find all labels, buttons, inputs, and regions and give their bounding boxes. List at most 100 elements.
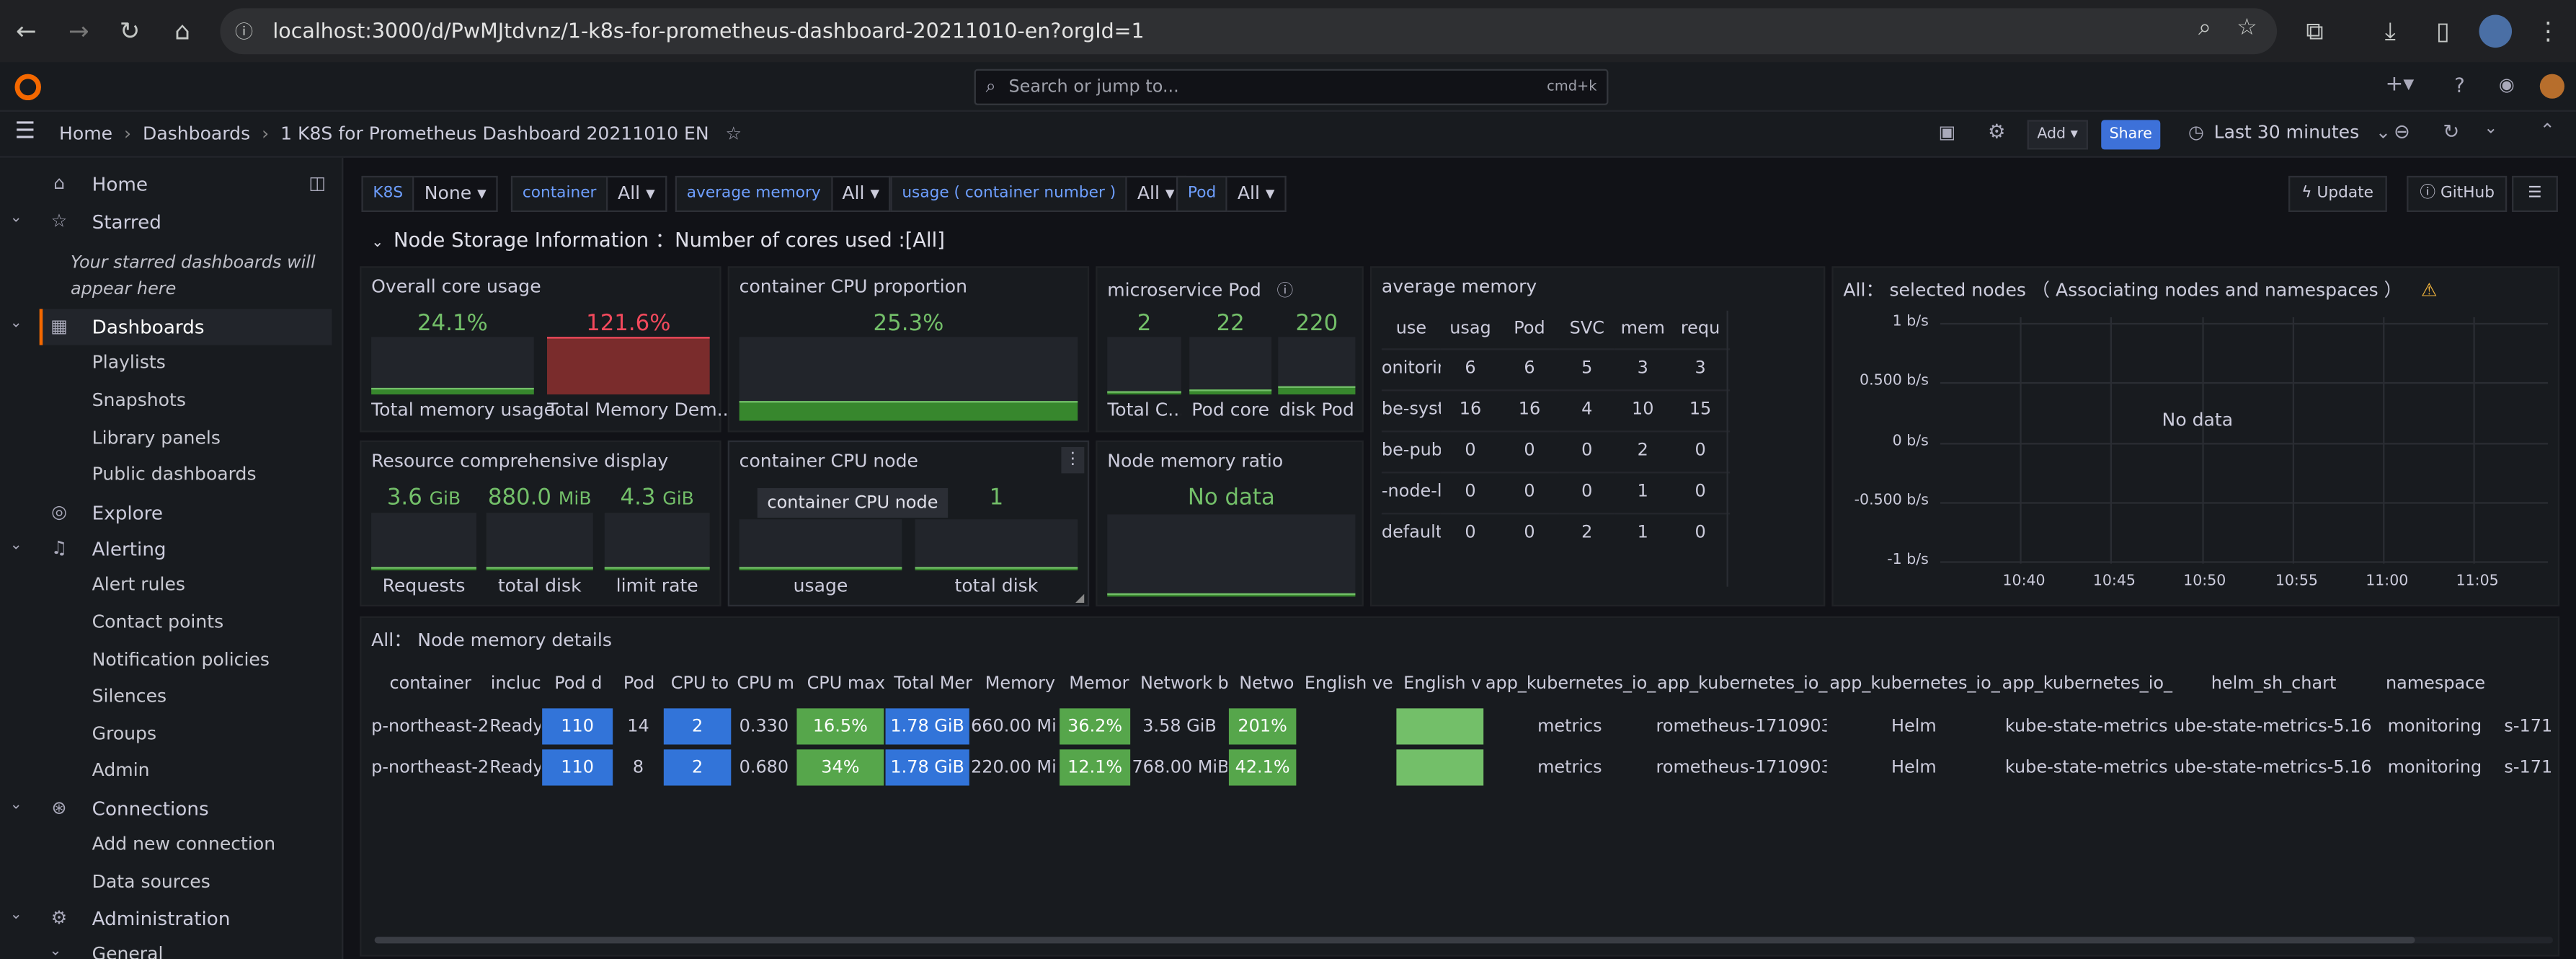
user-avatar[interactable] [2539,74,2564,99]
breadcrumb-dashboards[interactable]: Dashboards [143,123,251,145]
table-header[interactable]: Memor [1069,673,1129,694]
table-header[interactable]: Total Mer [894,673,972,694]
share-button[interactable]: Share [2101,120,2161,150]
sidebar-item-library-panels[interactable]: Library panels [92,427,221,449]
panel-selected-nodes[interactable]: All： selected nodes （ Associating nodes … [1831,266,2560,607]
sidebar-item-contact-points[interactable]: Contact points [92,611,224,633]
table-header[interactable]: Pod [1514,319,1545,339]
reload-icon[interactable]: ↻ [119,16,141,46]
table-header[interactable]: CPU max [807,673,886,694]
table-header[interactable]: Netwo [1239,673,1294,694]
grafana-logo-icon[interactable] [14,74,41,101]
table-header[interactable]: use [1395,319,1427,339]
table-header[interactable]: usag [1449,319,1491,339]
breadcrumb-current[interactable]: 1 K8S for Prometheus Dashboard 20211010 … [280,123,709,145]
resize-handle-icon[interactable]: ◢ [1075,591,1085,605]
github-button[interactable]: ⓘ GitHub [2407,175,2508,213]
row-collapse-chevron-icon[interactable]: ⌄ [371,234,384,252]
table-header[interactable]: helm_sh_chart [2211,673,2337,694]
refresh-interval-chevron-icon[interactable]: ⌄ [2484,120,2498,138]
sidebar-item-alerting[interactable]: ⌄ ♫ Alerting [9,537,166,561]
table-header[interactable]: Network b [1140,673,1229,694]
back-icon[interactable]: ← [16,16,37,46]
variable-average-memory[interactable]: average memory All ▾ [675,175,892,213]
chevron-down-icon[interactable]: ⌄ [49,943,62,959]
sidebar-item-public-dashboards[interactable]: Public dashboards [92,463,257,485]
new-plus-icon[interactable]: +▾ [2385,72,2415,97]
bookmark-star-icon[interactable]: ☆ [2237,14,2257,41]
panel-overall-core-usage[interactable]: Overall core usage 24.1% Total memory us… [360,266,734,433]
time-range-picker[interactable]: ◷ Last 30 minutes ⌄ [2188,121,2391,143]
chevron-down-icon[interactable]: ⌄ [9,315,22,332]
sidebar-item-administration[interactable]: ⌄ ⚙ Administration [9,907,231,931]
table-header[interactable]: app_kubernetes_io_ [2002,673,2173,694]
table-header[interactable]: requ [1680,319,1720,339]
table-header[interactable]: mem [1620,319,1665,339]
favorite-star-icon[interactable]: ☆ [725,123,742,145]
variable-usage[interactable]: usage ( container number ) All ▾ [890,175,1186,213]
sidebar-item-home[interactable]: ⌂ Home [0,166,343,202]
chevron-down-icon[interactable]: ⌄ [9,210,22,227]
update-button[interactable]: ϟ Update [2288,175,2387,213]
table-header[interactable]: Memory [985,673,1056,694]
add-button[interactable]: Add ▾ [2027,120,2088,150]
chevron-down-icon[interactable]: ⌄ [9,537,22,554]
sidebar-item-data-sources[interactable]: Data sources [92,871,210,893]
collapse-chevron-up-icon[interactable]: ⌃ [2539,120,2555,142]
panel-resource-comprehensive[interactable]: Resource comprehensive display 3.6 GiB R… [360,440,721,607]
site-info-icon[interactable]: ⓘ [234,21,254,43]
table-header[interactable]: app_kubernetes_io_ [1829,673,2000,694]
table-header[interactable]: Pod [623,673,655,694]
breadcrumb-home[interactable]: Home [59,123,113,145]
zoom-icon[interactable]: ⌕ [2198,14,2211,41]
dock-menu-icon[interactable]: ◫ [308,172,327,194]
sidebar-item-admin[interactable]: Admin [92,759,150,781]
save-icon[interactable]: ▣ [1938,121,1956,143]
refresh-icon[interactable]: ↻ [2443,120,2460,143]
zoom-out-icon[interactable]: ⊖ [2393,120,2410,143]
chevron-down-icon[interactable]: ⌄ [9,797,22,814]
table-header[interactable]: app_kubernetes_io_ [1485,673,1656,694]
sidebar-item-connections[interactable]: ⌄ ⊛ Connections [9,797,209,821]
horizontal-scrollbar-track[interactable] [374,937,2554,944]
sidebar-item-playlists[interactable]: Playlists [92,351,166,374]
variable-pod[interactable]: Pod All ▾ [1176,175,1287,213]
row-header[interactable]: ⌄ Node Storage Information ：Number of cor… [371,228,945,252]
panel-container-cpu-node[interactable]: container CPU node ⋮ container CPU node … [727,440,1090,607]
help-icon[interactable]: ? [2454,74,2465,97]
browser-menu-icon[interactable]: ⋮ [2536,16,2561,46]
settings-gear-icon[interactable]: ⚙ [1987,120,2006,143]
extensions-icon[interactable]: ⧉ [2306,16,2324,46]
sidebar-item-add-new-connection[interactable]: Add new connection [92,833,276,855]
profile-avatar[interactable] [2479,14,2513,48]
chevron-down-icon[interactable]: ⌄ [9,907,22,924]
table-header[interactable]: English ve [1304,673,1393,694]
table-header[interactable]: CPU m [737,673,794,694]
table-header[interactable]: CPU to [670,673,729,694]
sidebar-item-silences[interactable]: Silences [92,685,167,707]
sidebar-item-groups[interactable]: Groups [92,722,157,745]
dashboard-menu-icon[interactable]: ☰ [2512,175,2558,213]
sidebar-item-snapshots[interactable]: Snapshots [92,389,186,411]
table-scrollbar[interactable] [1726,310,1728,587]
table-header[interactable]: English v [1403,673,1482,694]
forward-icon[interactable]: → [68,16,89,46]
panel-node-memory-details[interactable]: All： Node memory details container incluc… [360,616,2560,957]
table-header[interactable]: SVC [1569,319,1604,339]
table-header[interactable]: app_kubernetes_io_ [1657,673,1828,694]
table-header[interactable]: Pod d [554,673,603,694]
panel-microservice-pod[interactable]: microservice Pod ⓘ 2 Total C... 22 Pod c… [1096,266,1364,433]
horizontal-scrollbar-thumb[interactable] [374,937,2415,944]
table-header[interactable]: container [389,673,471,694]
sidebar-item-notification-policies[interactable]: Notification policies [92,649,270,671]
sidebar-item-starred[interactable]: ⌄ ☆ Starred [9,210,161,234]
search-input[interactable]: ⌕ Search or jump to... cmd+k [974,68,1609,105]
panel-container-cpu-proportion[interactable]: container CPU proportion 25.3% [727,266,1090,433]
news-icon[interactable]: ◉ [2498,74,2515,96]
table-header[interactable]: namespace [2386,673,2486,694]
home-icon[interactable]: ⌂ [174,16,190,46]
variable-k8s[interactable]: K8S None ▾ [361,175,498,213]
sidebar-item-explore[interactable]: ◎ Explore [0,495,343,531]
sidepanel-icon[interactable]: ▯ [2435,16,2450,46]
panel-node-memory-ratio[interactable]: Node memory ratio No data [1096,440,1364,607]
